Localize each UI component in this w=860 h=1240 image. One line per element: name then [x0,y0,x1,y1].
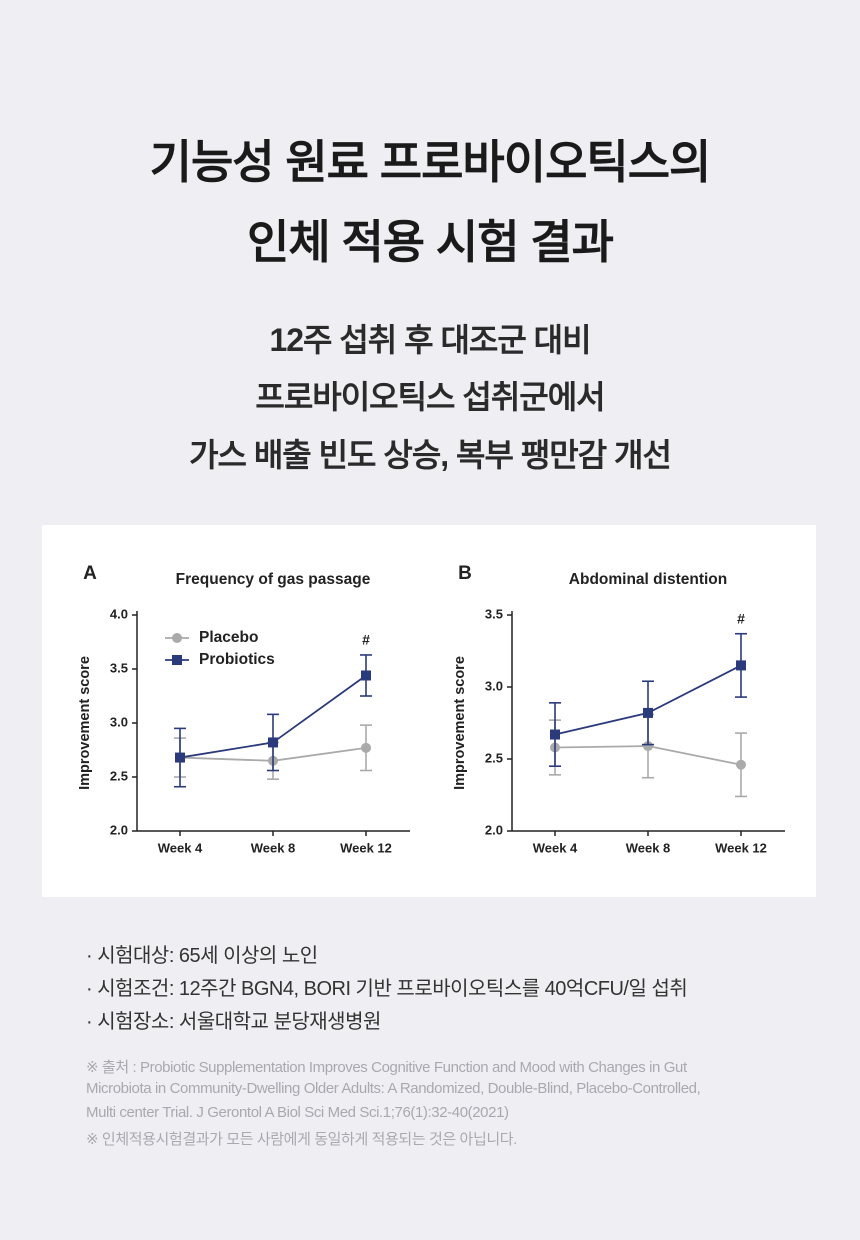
y-tick-label: 2.5 [110,768,128,783]
y-tick-label: 3.0 [485,678,503,693]
source-line: ※ 출처 : Probiotic Supplementation Improve… [86,1059,687,1076]
x-tick-label: Week 4 [533,840,578,855]
annotation: # [737,610,745,626]
title-line: 인체 적용 시험 결과 [247,216,614,268]
y-tick-label: 4.0 [110,606,128,621]
subtitle-line: 12주 섭취 후 대조군 대비 [269,322,591,358]
y-tick-label: 2.5 [485,750,503,765]
x-tick-label: Week 8 [251,840,296,855]
x-tick-label: Week 12 [715,840,767,855]
y-tick-label: 2.0 [110,822,128,837]
y-axis-label: Improvement score [452,656,468,790]
panel-label: A [83,563,97,584]
subtitle-line: 프로바이오틱스 섭취군에서 [255,379,605,415]
data-point [643,707,653,718]
source-line: ※ 인체적용시험결과가 모든 사람에게 동일하게 적용되는 것은 아닙니다. [86,1131,517,1148]
y-axis-label: Improvement score [77,656,93,790]
x-tick-label: Week 4 [158,840,203,855]
chart-card [42,525,816,897]
legend-marker [172,655,182,665]
chart-title: Abdominal distention [569,571,727,588]
data-point [736,759,746,770]
data-point [175,752,185,763]
panel-label: B [458,563,472,584]
x-tick-label: Week 12 [340,840,392,855]
data-point [361,742,371,753]
data-point [550,729,560,740]
chart-title: Frequency of gas passage [176,571,371,588]
detail-line: · 시험조건: 12주간 BGN4, BORI 기반 프로바이오틱스를 40억C… [86,978,688,1000]
subtitle-line: 가스 배출 빈도 상승, 복부 팽만감 개선 [189,437,672,473]
legend-label: Placebo [199,629,258,646]
y-tick-label: 3.0 [110,714,128,729]
data-point [736,660,746,671]
y-tick-label: 2.0 [485,822,503,837]
detail-line: · 시험장소: 서울대학교 분당재생병원 [86,1011,381,1033]
legend-marker [172,633,182,643]
detail-line: · 시험대상: 65세 이상의 노인 [86,945,318,967]
data-point [268,737,278,748]
annotation: # [362,632,370,648]
x-tick-label: Week 8 [626,840,671,855]
source-line: Microbiota in Community-Dwelling Older A… [86,1080,701,1097]
source-line: Multi center Trial. J Gerontol A Biol Sc… [86,1104,509,1121]
y-tick-label: 3.5 [485,606,503,621]
y-tick-label: 3.5 [110,660,128,675]
data-point [361,670,371,681]
data-point [643,741,653,752]
legend-label: Probiotics [199,651,275,668]
title-line: 기능성 원료 프로바이오틱스의 [149,136,712,188]
